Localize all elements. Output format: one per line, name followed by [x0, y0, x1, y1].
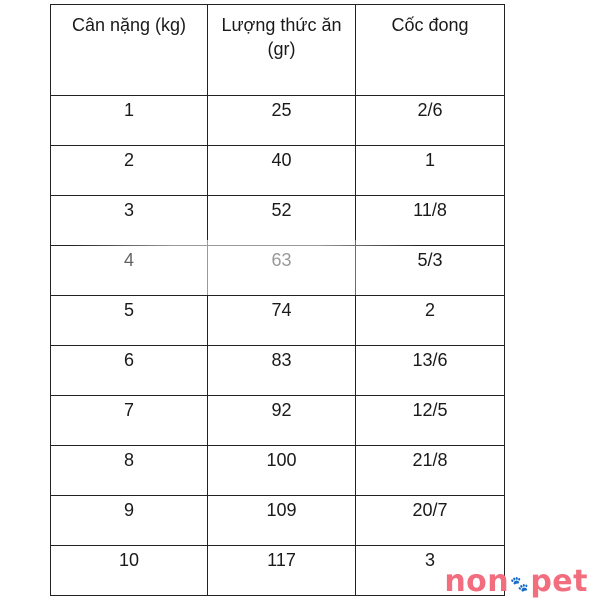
cell-weight: 3 — [50, 195, 208, 246]
logo-text-end: pet — [530, 564, 588, 599]
cell-cup: 13/6 — [355, 345, 505, 396]
table-row: 1 25 2/6 — [50, 95, 505, 146]
cell-weight: 8 — [50, 445, 208, 496]
cell-weight: 4 — [50, 245, 208, 296]
feeding-table: Cân nặng (kg) Lượng thức ăn (gr) Cốc đon… — [50, 4, 505, 596]
cell-food-amount: 74 — [207, 295, 356, 346]
cell-weight: 10 — [50, 545, 208, 596]
table-row: 7 92 12/5 — [50, 395, 505, 446]
table-row: 4 63 5/3 — [50, 245, 505, 296]
cell-weight: 9 — [50, 495, 208, 546]
cell-cup: 20/7 — [355, 495, 505, 546]
cell-food-amount: 40 — [207, 145, 356, 196]
cell-food-amount: 100 — [207, 445, 356, 496]
table-header-row: Cân nặng (kg) Lượng thức ăn (gr) Cốc đon… — [50, 4, 505, 96]
header-weight: Cân nặng (kg) — [50, 4, 208, 96]
table-row: 6 83 13/6 — [50, 345, 505, 396]
cell-food-amount: 52 — [207, 195, 356, 246]
cell-weight: 1 — [50, 95, 208, 146]
cell-weight: 7 — [50, 395, 208, 446]
cell-food-amount: 109 — [207, 495, 356, 546]
feeding-table-container: Cân nặng (kg) Lượng thức ăn (gr) Cốc đon… — [50, 4, 505, 596]
header-measuring-cup: Cốc đong — [355, 4, 505, 96]
cell-cup: 3 — [355, 545, 505, 596]
cell-weight: 2 — [50, 145, 208, 196]
table-row: 9 109 20/7 — [50, 495, 505, 546]
cell-food-amount: 92 — [207, 395, 356, 446]
brand-logo: non 🐾 pet — [444, 567, 588, 597]
header-food-amount: Lượng thức ăn (gr) — [207, 4, 356, 96]
cell-cup: 21/8 — [355, 445, 505, 496]
cell-food-amount: 83 — [207, 345, 356, 396]
cell-food-amount: 117 — [207, 545, 356, 596]
cell-food-amount: 63 — [207, 245, 356, 296]
cell-weight: 5 — [50, 295, 208, 346]
cell-weight: 6 — [50, 345, 208, 396]
table-row: 10 117 3 — [50, 545, 505, 596]
cell-cup: 2 — [355, 295, 505, 346]
logo-text-start: non — [444, 564, 510, 599]
cell-food-amount: 25 — [207, 95, 356, 146]
table-row: 2 40 1 — [50, 145, 505, 196]
table-row: 3 52 11/8 — [50, 195, 505, 246]
cell-cup: 2/6 — [355, 95, 505, 146]
table-row: 8 100 21/8 — [50, 445, 505, 496]
cell-cup: 5/3 — [355, 245, 505, 296]
paw-icon: 🐾 — [510, 575, 530, 593]
cell-cup: 11/8 — [355, 195, 505, 246]
cell-cup: 12/5 — [355, 395, 505, 446]
cell-cup: 1 — [355, 145, 505, 196]
table-row: 5 74 2 — [50, 295, 505, 346]
